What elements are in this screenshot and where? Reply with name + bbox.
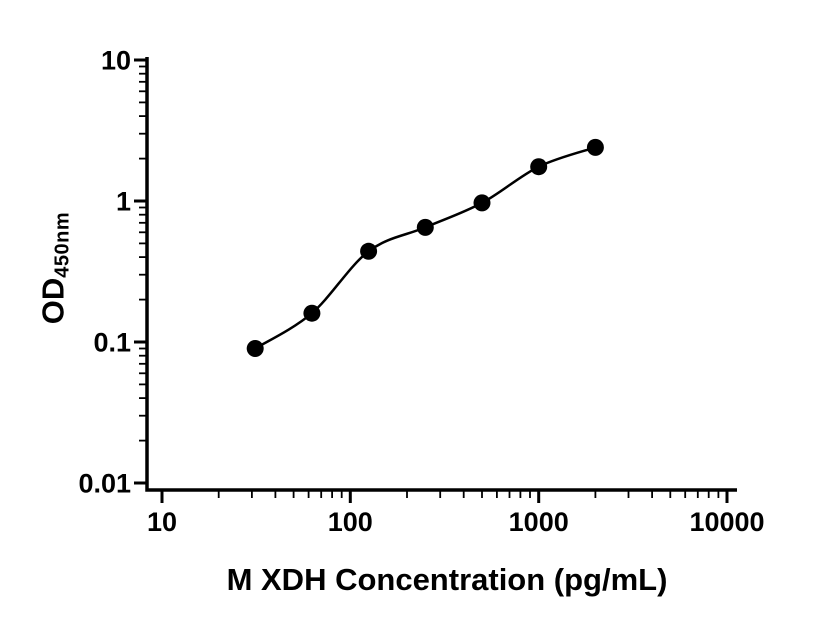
data-point xyxy=(416,218,434,236)
x-tick-label: 10000 xyxy=(689,507,764,537)
y-axis-title-sub: 450nm xyxy=(51,211,74,278)
data-point xyxy=(530,158,548,176)
y-tick-label: 0.01 xyxy=(78,468,131,498)
data-point xyxy=(586,138,604,156)
x-tick-label: 100 xyxy=(328,507,373,537)
y-axis-title: OD450nm xyxy=(36,212,75,324)
y-tick-label: 10 xyxy=(101,45,131,75)
y-tick-label: 0.1 xyxy=(93,327,131,357)
x-tick-label: 1000 xyxy=(509,507,569,537)
x-tick-label: 10 xyxy=(147,507,177,537)
data-point xyxy=(303,304,321,322)
data-point xyxy=(473,194,491,212)
data-point xyxy=(360,242,378,260)
axis-frame xyxy=(145,57,737,492)
x-axis-title: M XDH Concentration (pg/mL) xyxy=(226,562,668,597)
data-point xyxy=(246,340,264,357)
y-axis-title-main: OD xyxy=(35,277,71,325)
y-tick-label: 1 xyxy=(116,186,131,216)
